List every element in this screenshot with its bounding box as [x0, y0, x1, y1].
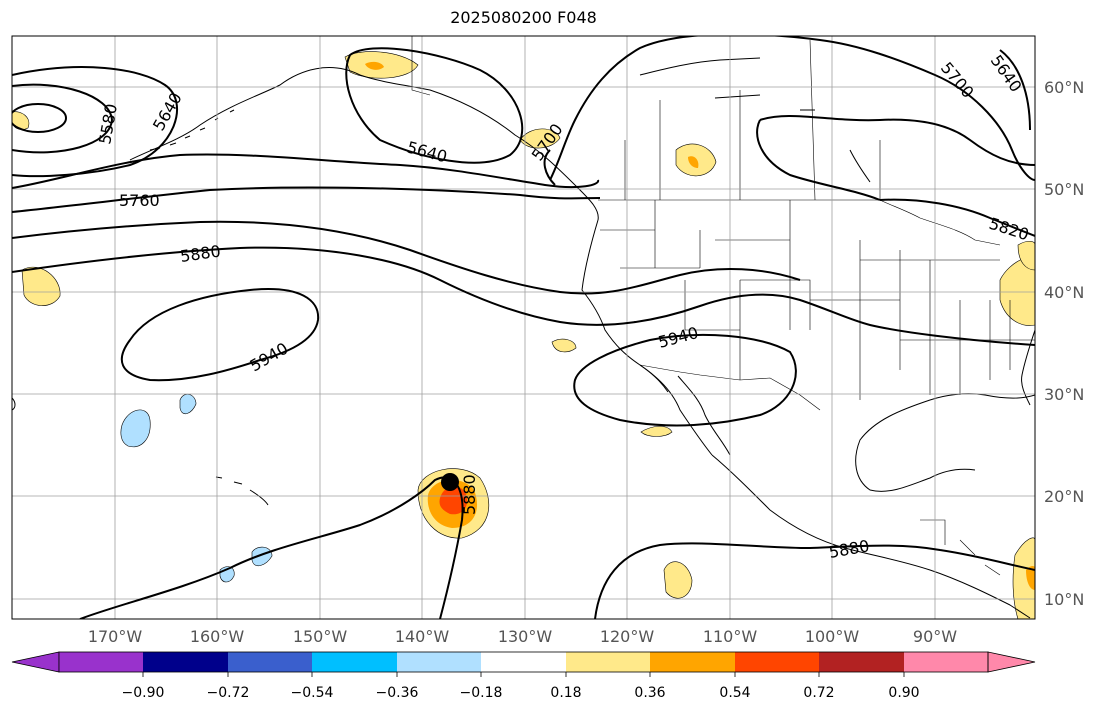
- map-frame: [11, 35, 1036, 620]
- lon-label: 130°W: [498, 627, 553, 646]
- central-america-borders: [920, 519, 1001, 576]
- colorbar-segment: [228, 652, 312, 672]
- contour-5820-west: [12, 220, 801, 295]
- contour-5580-inner: [12, 103, 67, 133]
- lat-label: 40°N: [1044, 283, 1084, 302]
- contour-5940-mexico: [573, 333, 797, 427]
- contour-5580: [12, 83, 114, 154]
- shade-east-coast: [999, 256, 1035, 326]
- shade-east-coast-2: [1017, 240, 1035, 271]
- gridlines: [12, 36, 1035, 619]
- colorbar-segment: [143, 652, 228, 672]
- shade-bc-coast: [519, 128, 561, 149]
- shade-canada-core: [688, 156, 699, 168]
- colorbar-ticks: [142, 672, 905, 677]
- colorbar-segment: [397, 652, 481, 672]
- contour-5820-east: [879, 198, 1035, 237]
- colorbar-segment: [819, 652, 904, 672]
- lat-label: 60°N: [1044, 78, 1084, 97]
- lon-label: 110°W: [703, 627, 758, 646]
- lat-label: 10°N: [1044, 590, 1084, 609]
- us-states-west: [600, 200, 811, 380]
- colorbar-tick-label: 0.72: [803, 685, 834, 701]
- colorbar-tick-label: 0.18: [550, 685, 581, 701]
- alaska-canada-border: [411, 36, 431, 96]
- colorbar-tick-label: −0.72: [207, 685, 250, 701]
- colorbar-tick-label: −0.18: [460, 685, 503, 701]
- lon-label: 150°W: [293, 627, 348, 646]
- colorbar-extend-high: [987, 651, 1036, 673]
- baja-california: [639, 364, 731, 456]
- lat-label: 20°N: [1044, 487, 1084, 506]
- lon-label: 140°W: [395, 627, 450, 646]
- lon-label: 120°W: [600, 627, 655, 646]
- gulf-coast: [855, 393, 1035, 492]
- colorbar-frame: [58, 651, 989, 673]
- atlantic-coast: [1021, 329, 1035, 406]
- contour-5880-south: [79, 476, 464, 619]
- contour-label-5760: 5760: [119, 191, 160, 210]
- alaska-coast: [129, 67, 599, 221]
- shade-caribbean-core: [1026, 565, 1035, 590]
- contour-5760-loop: [759, 115, 1035, 166]
- colorbar-segment: [312, 652, 397, 672]
- colorbar-tick-label: −0.54: [291, 685, 334, 701]
- colorbar-tick-label: 0.90: [888, 685, 919, 701]
- shade-baja-south: [640, 426, 673, 437]
- contour-5700-ridge: [549, 36, 1035, 181]
- colorbar-tick-label: −0.90: [122, 685, 165, 701]
- lat-label: 50°N: [1044, 180, 1084, 199]
- colorbar-extend-low: [11, 651, 60, 673]
- lon-label: 160°W: [190, 627, 245, 646]
- contour-5640-east: [999, 49, 1031, 131]
- shade-alaska-north-core: [365, 61, 384, 70]
- colorbar-tick-labels: −0.90 −0.72 −0.54 −0.36 −0.18 0.18 0.36 …: [122, 685, 920, 701]
- shade-baja-west: [551, 338, 577, 353]
- anomaly-shading: [12, 51, 1035, 619]
- map-background: [12, 36, 1035, 619]
- map-title: 2025080200 F048: [450, 8, 597, 27]
- contour-5760-west: [12, 186, 601, 213]
- colorbar-segment: [904, 652, 988, 672]
- colorbar-segment: [481, 652, 566, 672]
- colorbar-tick-label: −0.36: [376, 685, 419, 701]
- colorbar-segment: [566, 652, 650, 672]
- colorbar: −0.90 −0.72 −0.54 −0.36 −0.18 0.18 0.36 …: [11, 651, 1036, 701]
- mexico-coast: [711, 454, 1031, 619]
- colorbar-tick-label: 0.36: [634, 685, 665, 701]
- canadian-provinces: [624, 39, 881, 201]
- shade-hawaii-neg-1: [120, 409, 151, 448]
- canadian-arctic: [714, 94, 871, 183]
- hudson-bay-shore: [639, 57, 761, 76]
- contour-5700-loop: [543, 149, 556, 186]
- aleutian-chain: [149, 109, 235, 151]
- colorbar-segment: [735, 652, 819, 672]
- colorbar-segment: [650, 652, 735, 672]
- us-canada-border: [598, 199, 1001, 246]
- contour-5760-ridge: [756, 119, 881, 201]
- shade-mexico-south: [663, 561, 693, 599]
- contour-5640-gulf: [345, 47, 524, 164]
- lon-label: 100°W: [805, 627, 860, 646]
- height-contours: [12, 36, 1035, 619]
- contour-5880-north: [12, 246, 1035, 346]
- lon-label: 90°W: [913, 627, 957, 646]
- storm-center-marker: [441, 473, 459, 491]
- contour-5880-mexico: [594, 542, 1035, 619]
- contour-5700-west: [12, 153, 599, 189]
- contour-5940-pacific: [120, 288, 320, 382]
- west-edge-island: [12, 397, 16, 411]
- political-borders: [411, 36, 1035, 576]
- lon-label: 170°W: [88, 627, 143, 646]
- colorbar-segment: [59, 652, 143, 672]
- longitude-labels: 170°W 160°W 150°W 140°W 130°W 120°W 110°…: [88, 627, 957, 646]
- lat-label: 30°N: [1044, 385, 1084, 404]
- colorbar-tick-label: 0.54: [719, 685, 750, 701]
- latitude-labels: 60°N 50°N 40°N 30°N 20°N 10°N: [1044, 78, 1084, 609]
- contour-label-5880-storm: 5880: [460, 474, 479, 515]
- coastlines: [12, 57, 1035, 619]
- shade-hawaii-neg-2: [179, 393, 197, 415]
